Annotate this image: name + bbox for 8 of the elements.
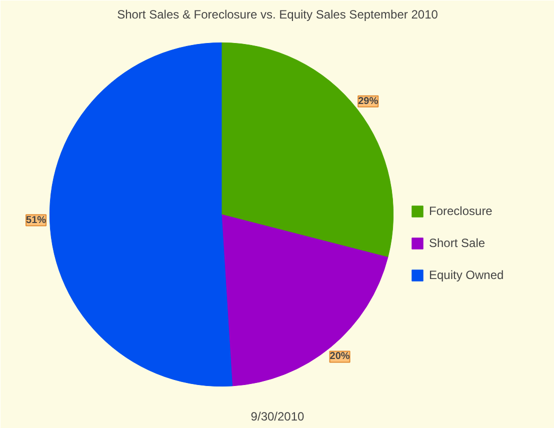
data-label: 20% xyxy=(330,351,350,362)
legend-label: Short Sale xyxy=(429,236,486,250)
data-label: 51% xyxy=(26,214,46,226)
chart-title: Short Sales & Foreclosure vs. Equity Sales September 2010 xyxy=(117,8,438,22)
data-label: 29% xyxy=(358,96,378,107)
legend-label: Foreclosure xyxy=(429,204,492,218)
legend-label: Equity Owned xyxy=(429,268,504,282)
text: 9/30/2010 xyxy=(250,410,305,424)
